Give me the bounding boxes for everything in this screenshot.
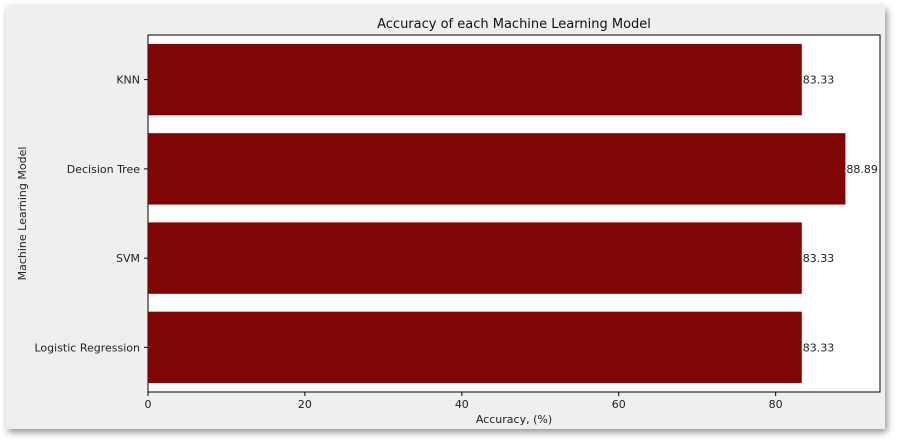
y-axis-label: Machine Learning Model	[16, 147, 29, 281]
x-tick-label: 0	[145, 398, 152, 411]
x-tick-label: 20	[298, 398, 312, 411]
bar-value-label: 83.33	[803, 341, 835, 354]
bar-decision-tree	[148, 133, 846, 205]
bar-knn	[148, 43, 802, 116]
y-tick-label: Logistic Regression	[34, 341, 140, 354]
y-tick-label: KNN	[116, 74, 140, 87]
y-tick-label: Decision Tree	[67, 163, 140, 176]
x-tick-label: 80	[769, 398, 783, 411]
bar-svm	[148, 222, 802, 294]
bar-value-label: 83.33	[803, 252, 835, 265]
y-tick-label: SVM	[116, 252, 140, 265]
bar-value-label: 83.33	[803, 74, 835, 87]
x-tick-label: 60	[612, 398, 626, 411]
x-axis-label: Accuracy, (%)	[476, 413, 552, 426]
bar-value-label: 88.89	[846, 163, 878, 176]
bar-logistic-regression	[148, 311, 802, 384]
x-tick-label: 40	[455, 398, 469, 411]
chart-title: Accuracy of each Machine Learning Model	[377, 17, 651, 32]
